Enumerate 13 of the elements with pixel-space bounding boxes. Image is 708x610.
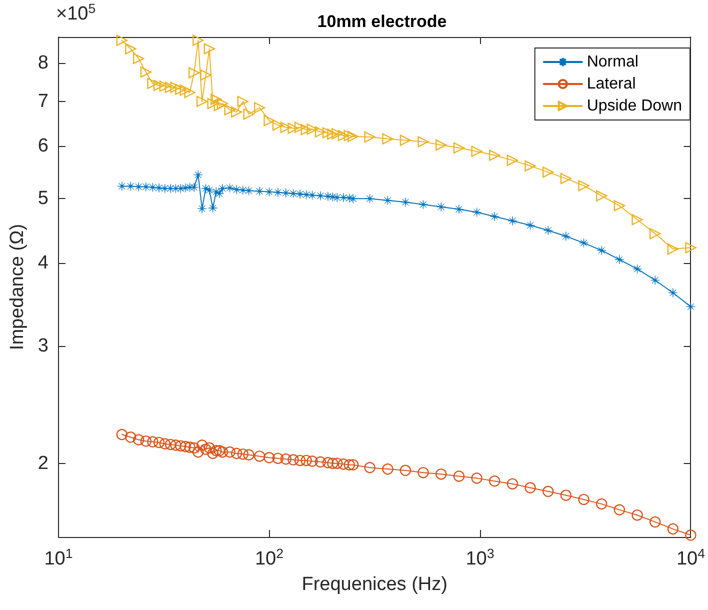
y-tick-label: 2 bbox=[38, 452, 48, 474]
y-tick-label: 5 bbox=[38, 188, 48, 210]
legend-label: Lateral bbox=[586, 76, 636, 92]
x-axis-title: Frequenices (Hz) bbox=[302, 574, 448, 595]
y-tick-label: 7 bbox=[38, 90, 48, 112]
y-tick-label: 8 bbox=[38, 52, 48, 74]
chart-title: 10mm electrode bbox=[317, 12, 447, 31]
y-axis-title: Impedance (Ω) bbox=[7, 224, 28, 350]
y-tick-label: 3 bbox=[38, 336, 48, 357]
y-tick-label: 4 bbox=[38, 252, 49, 274]
y-tick-label: 6 bbox=[38, 135, 48, 156]
legend-label: Upside Down bbox=[586, 98, 682, 114]
legend-label: Normal bbox=[586, 54, 638, 70]
